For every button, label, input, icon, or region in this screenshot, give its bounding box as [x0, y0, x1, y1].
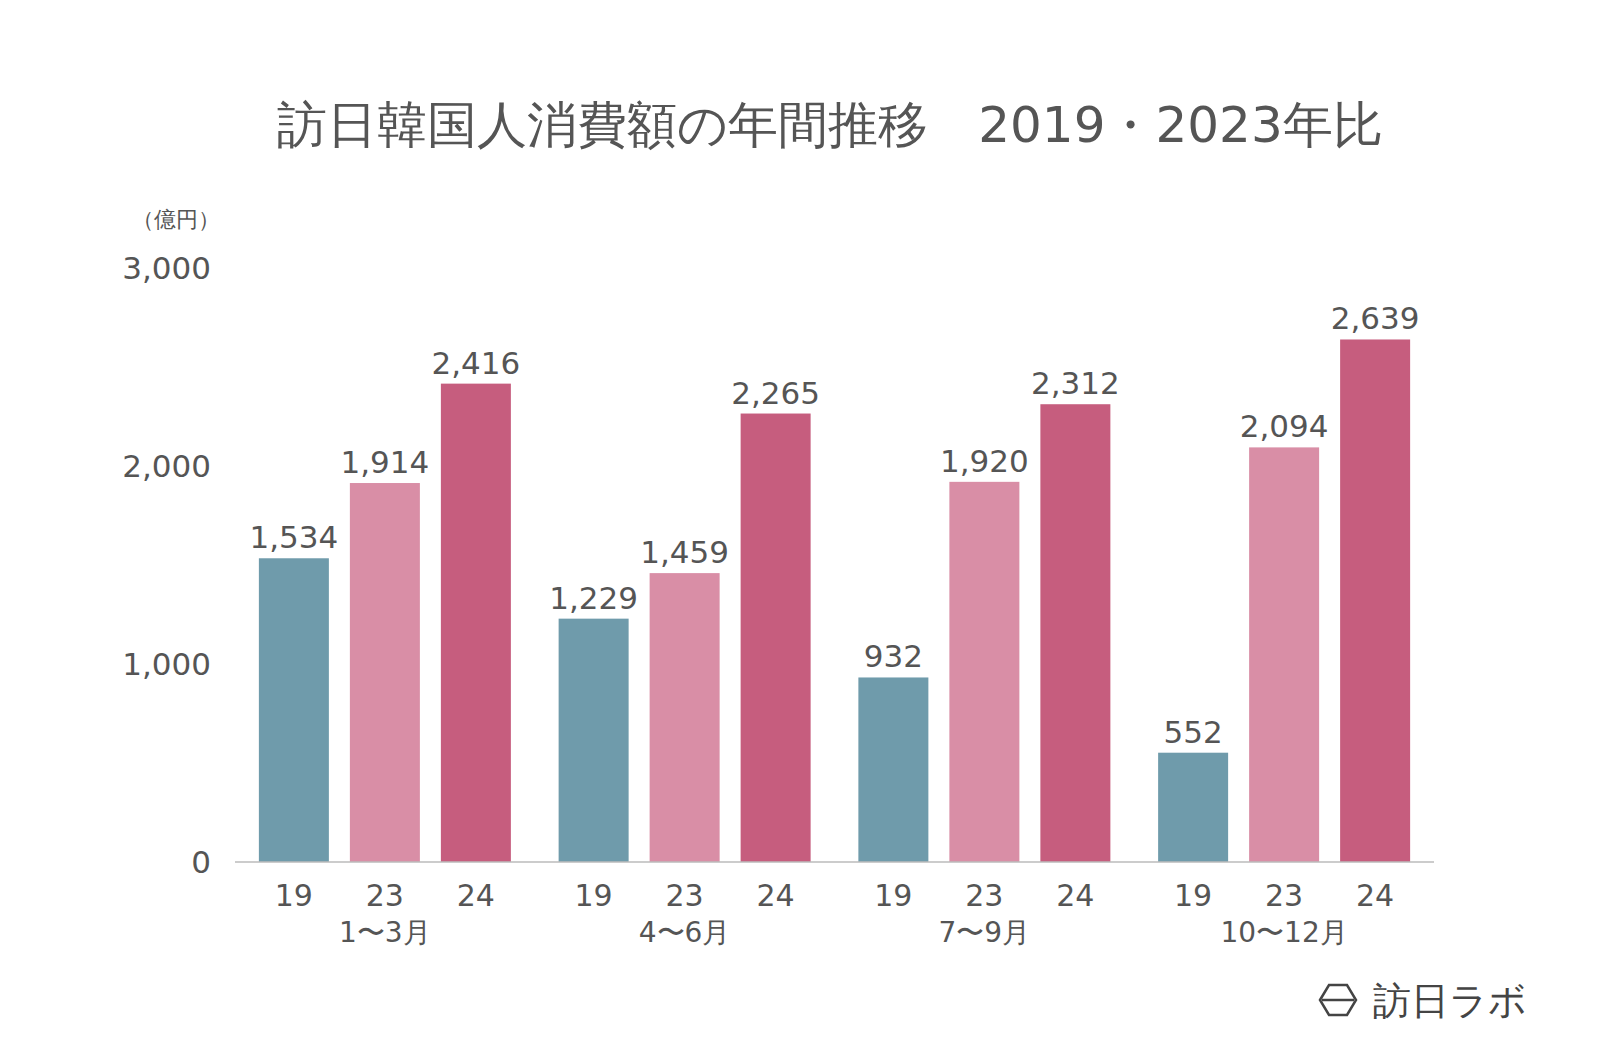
- series-label: 19: [1174, 878, 1212, 913]
- watermark: 訪日ラボ: [1373, 979, 1527, 1023]
- x-axis-line: [235, 861, 1434, 863]
- bar: [1158, 753, 1228, 862]
- x-tick-label: 7〜9月: [939, 916, 1031, 949]
- series-label: 23: [1265, 878, 1303, 913]
- title: 訪日韓国人消費額の年間推移 2019・2023年比: [277, 96, 1383, 154]
- series-label: 24: [757, 878, 795, 913]
- data-label: 552: [1164, 714, 1223, 750]
- data-label: 2,416: [432, 345, 521, 381]
- x-tick-label: 1〜3月: [339, 916, 431, 949]
- bar: [559, 619, 629, 862]
- series-label: 24: [1356, 878, 1394, 913]
- data-label: 1,459: [640, 534, 729, 570]
- logo: 訪日ラボ: [1320, 979, 1527, 1023]
- bar: [441, 384, 511, 862]
- x-tick-label: 4〜6月: [639, 916, 731, 949]
- data-label: 2,312: [1031, 365, 1120, 401]
- bars: [259, 339, 1410, 862]
- data-label: 932: [864, 638, 923, 674]
- y-tick-label: 0: [191, 844, 211, 880]
- series-label: 19: [874, 878, 912, 913]
- series-label: 19: [275, 878, 313, 913]
- y-tick-label: 1,000: [122, 646, 211, 682]
- chart: 訪日韓国人消費額の年間推移 2019・2023年比 （億円） 0 1,000 2,000…: [0, 0, 1600, 1048]
- data-label: 2,094: [1240, 408, 1329, 444]
- bar: [1040, 404, 1110, 862]
- data-label: 1,534: [250, 519, 339, 555]
- background: [0, 0, 1600, 1048]
- series-label: 24: [457, 878, 495, 913]
- bar: [259, 558, 329, 862]
- bar: [1340, 339, 1410, 862]
- logo-icon-line: [1322, 999, 1354, 1002]
- series-label: 24: [1056, 878, 1094, 913]
- series-label: 19: [575, 878, 613, 913]
- data-label: 2,639: [1331, 300, 1420, 336]
- series-label: 23: [965, 878, 1003, 913]
- bar: [858, 677, 928, 862]
- data-label: 1,229: [549, 580, 638, 616]
- logo-icon: [1320, 985, 1356, 1015]
- bar: [650, 573, 720, 862]
- data-label: 1,914: [341, 444, 430, 480]
- bar: [1249, 447, 1319, 862]
- y-tick-label: 3,000: [122, 250, 211, 286]
- bar: [741, 414, 811, 862]
- data-label: 1,920: [940, 443, 1029, 479]
- x-tick-label: 10〜12月: [1220, 916, 1347, 949]
- bar: [350, 483, 420, 862]
- series-label: 23: [666, 878, 704, 913]
- y-axis-label: （億円）: [132, 207, 220, 232]
- labels: 1,534 19 1,914 23 2,416 24 1〜3月 1,229 19 1,459 23 2…: [250, 300, 1420, 949]
- bar: [949, 482, 1019, 862]
- y-tick-label: 2,000: [122, 448, 211, 484]
- data-label: 2,265: [731, 375, 820, 411]
- series-label: 23: [366, 878, 404, 913]
